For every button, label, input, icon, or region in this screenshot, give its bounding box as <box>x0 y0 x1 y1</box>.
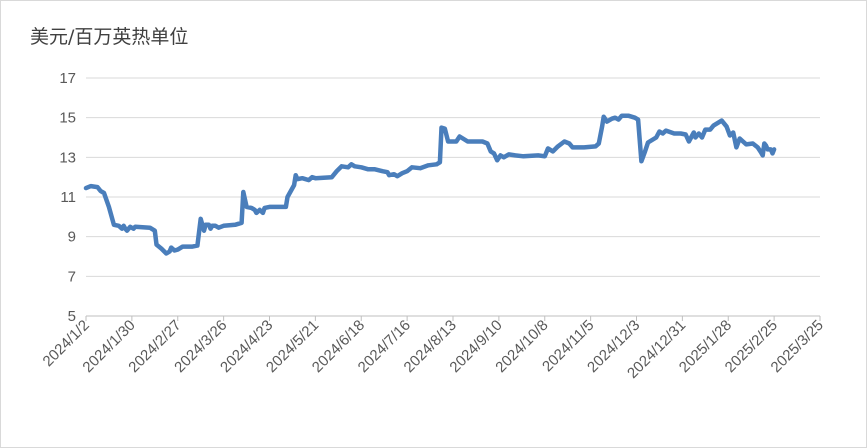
y-tick-label: 17 <box>59 70 76 87</box>
y-tick-label: 9 <box>68 229 76 246</box>
x-axis <box>85 315 821 321</box>
y-axis-unit-label: 美元/百万英热单位 <box>30 26 189 48</box>
series-group <box>83 113 777 256</box>
gridlines <box>86 77 820 277</box>
y-axis-tick-labels: 5 7 9 11 13 15 17 <box>59 70 76 325</box>
y-tick-label: 13 <box>59 149 76 166</box>
series-line <box>83 113 777 256</box>
y-tick-label: 15 <box>59 110 76 127</box>
y-tick-label: 11 <box>60 189 76 206</box>
y-tick-label: 7 <box>68 268 76 285</box>
x-axis-tick-labels: 2024/1/22024/1/302024/2/272024/3/262024/… <box>40 317 827 382</box>
y-tick-label: 5 <box>68 308 76 325</box>
